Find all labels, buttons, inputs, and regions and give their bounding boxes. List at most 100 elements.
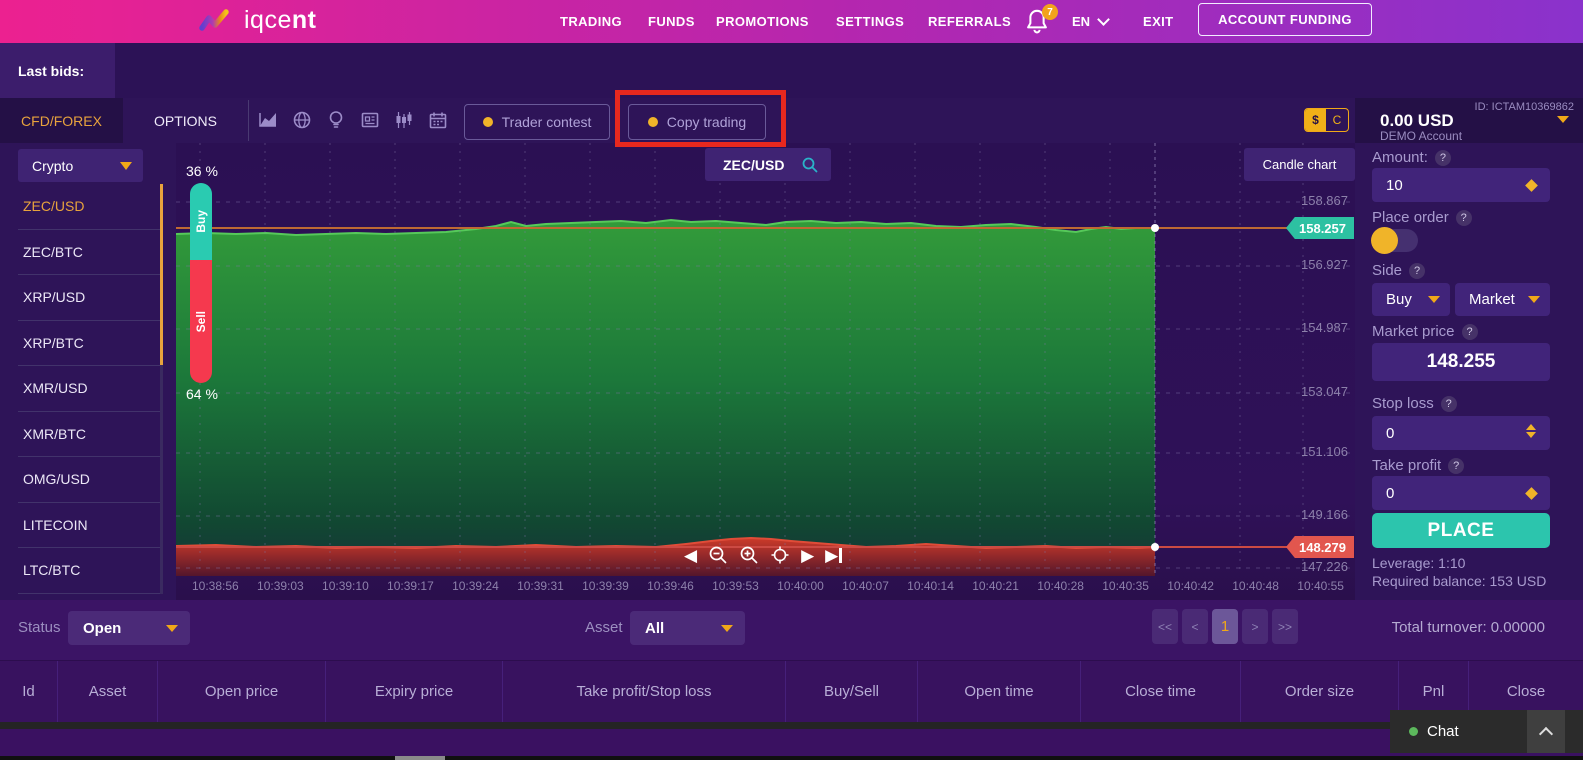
time-tick: 10:39:24 — [452, 579, 499, 593]
asset-item-ltc-btc[interactable]: LTC/BTC — [18, 548, 160, 594]
order-type-dropdown[interactable]: Market — [1455, 283, 1550, 316]
place-button[interactable]: PLACE — [1372, 513, 1550, 548]
asset-item-xrp-usd[interactable]: XRP/USD — [18, 275, 160, 321]
help-icon[interactable]: ? — [1409, 262, 1426, 279]
globe-icon[interactable] — [291, 109, 313, 131]
notifications-bell-icon[interactable]: 7 — [1024, 4, 1058, 37]
trader-contest-button[interactable]: Trader contest — [464, 104, 610, 140]
last-bids-row: Last bids: T.W PROFIT 576 USD V.P PROFIT… — [0, 43, 1583, 137]
account-type: DEMO Account — [1380, 129, 1463, 143]
place-order-toggle[interactable] — [1371, 227, 1418, 254]
chevron-down-icon — [1428, 296, 1440, 303]
language-label: EN — [1072, 14, 1091, 29]
col-id: Id — [22, 683, 35, 700]
nav-item-promotions[interactable]: PROMOTIONS — [716, 14, 809, 29]
page-last-button[interactable]: >> — [1272, 609, 1298, 644]
amount-input[interactable] — [1372, 168, 1550, 202]
exit-button[interactable]: EXIT — [1143, 14, 1174, 29]
copy-trading-button[interactable]: Copy trading — [628, 104, 766, 140]
tab-options[interactable]: OPTIONS — [153, 112, 217, 129]
help-icon[interactable]: ? — [1440, 395, 1457, 412]
sidebar-scrollbar-thumb[interactable] — [160, 184, 163, 365]
asset-item-zec-btc[interactable]: ZEC/BTC — [18, 230, 160, 275]
currency-cent[interactable]: C — [1332, 113, 1342, 127]
help-icon[interactable]: ? — [1434, 149, 1451, 166]
chat-widget[interactable]: Chat — [1390, 710, 1583, 753]
page-prev-button[interactable]: < — [1182, 609, 1208, 644]
account-funding-button[interactable]: ACCOUNT FUNDING — [1198, 3, 1372, 36]
chart-controls: ◀ ▶ ▶ — [684, 545, 843, 565]
skip-to-end-button[interactable]: ▶ — [825, 547, 843, 564]
time-tick: 10:38:56 — [192, 579, 239, 593]
nav-item-trading[interactable]: TRADING — [560, 14, 623, 29]
pan-left-button[interactable]: ◀ — [684, 545, 698, 565]
lightbulb-icon[interactable] — [325, 109, 347, 131]
logo-icon — [199, 8, 229, 31]
logo[interactable]: iqcent — [198, 6, 316, 35]
time-tick: 10:40:42 — [1167, 579, 1214, 593]
divider-strip — [0, 722, 1583, 729]
candle-chart-button[interactable]: Candle chart — [1244, 148, 1355, 181]
area-chart-icon[interactable] — [257, 109, 279, 131]
calendar-icon[interactable] — [427, 109, 449, 131]
help-icon[interactable]: ? — [1448, 457, 1465, 474]
asset-item-zec-usd[interactable]: ZEC/USD — [18, 184, 160, 230]
stop-loss-input[interactable] — [1372, 416, 1550, 450]
side-label: Side ? — [1372, 262, 1426, 279]
crosshair-button[interactable] — [770, 545, 790, 565]
stepper-icon[interactable] — [1526, 424, 1536, 438]
chevron-down-icon[interactable] — [1557, 116, 1569, 123]
zoom-out-button[interactable] — [708, 545, 728, 565]
logo-text: iqcent — [244, 6, 317, 34]
currency-dollar[interactable]: $ — [1305, 109, 1326, 131]
status-dropdown[interactable]: Open — [68, 611, 190, 645]
col-open-price: Open price — [157, 661, 325, 722]
search-icon[interactable] — [801, 156, 819, 174]
gauge-sell-segment: Sell — [190, 260, 212, 383]
news-icon[interactable] — [359, 109, 381, 131]
nav-item-referrals[interactable]: REFERRALS — [928, 14, 1012, 29]
price-tick: 147.226 — [1301, 559, 1348, 574]
time-tick: 10:40:48 — [1232, 579, 1279, 593]
stop-loss-label: Stop loss ? — [1372, 395, 1457, 412]
price-tick: 151.106 — [1301, 444, 1348, 459]
asset-filter-label: Asset — [585, 619, 623, 636]
category-dropdown[interactable]: Crypto — [18, 149, 143, 182]
chat-expand-button[interactable] — [1527, 710, 1565, 753]
side-dropdown[interactable]: Buy — [1372, 283, 1450, 316]
zoom-in-button[interactable] — [739, 545, 759, 565]
price-tick: 154.987 — [1301, 320, 1348, 335]
gauge-buy-label: Buy — [194, 210, 208, 233]
take-profit-input[interactable] — [1372, 476, 1550, 510]
asset-item-xmr-usd[interactable]: XMR/USD — [18, 366, 160, 412]
price-chart[interactable] — [176, 143, 1355, 600]
account-summary[interactable]: ID: ICTAM10369862 0.00 USD DEMO Account — [1355, 98, 1583, 143]
candlestick-icon[interactable] — [393, 109, 415, 131]
sidebar-scrollbar — [160, 184, 163, 594]
market-price-value: 148.255 — [1372, 343, 1550, 381]
nav-item-funds[interactable]: FUNDS — [648, 14, 695, 29]
pan-right-button[interactable]: ▶ — [801, 545, 815, 565]
time-tick: 10:40:28 — [1037, 579, 1084, 593]
nav-item-settings[interactable]: SETTINGS — [836, 14, 905, 29]
symbol-search[interactable]: ZEC/USD — [705, 148, 831, 181]
take-profit-label: Take profit ? — [1372, 457, 1465, 474]
col-open-time: Open time — [917, 661, 1080, 722]
page-current[interactable]: 1 — [1212, 609, 1238, 644]
col-pnl: Pnl — [1398, 661, 1468, 722]
help-icon[interactable]: ? — [1461, 323, 1478, 340]
tab-cfd-forex[interactable]: CFD/FOREX — [0, 98, 123, 143]
asset-item-litecoin[interactable]: LITECOIN — [18, 503, 160, 548]
help-icon[interactable]: ? — [1455, 209, 1472, 226]
page-next-button[interactable]: > — [1242, 609, 1268, 644]
asset-item-xrp-btc[interactable]: XRP/BTC — [18, 321, 160, 366]
asset-dropdown[interactable]: All — [630, 611, 745, 645]
language-selector[interactable]: EN — [1072, 13, 1110, 29]
asset-item-xmr-btc[interactable]: XMR/BTC — [18, 412, 160, 457]
chevron-down-icon — [120, 161, 132, 170]
horizontal-scrollbar-thumb[interactable] — [395, 756, 445, 760]
category-label: Crypto — [32, 157, 74, 174]
asset-item-omg-usd[interactable]: OMG/USD — [18, 457, 160, 503]
page-first-button[interactable]: << — [1152, 609, 1178, 644]
currency-toggle[interactable]: $ C — [1304, 108, 1349, 132]
